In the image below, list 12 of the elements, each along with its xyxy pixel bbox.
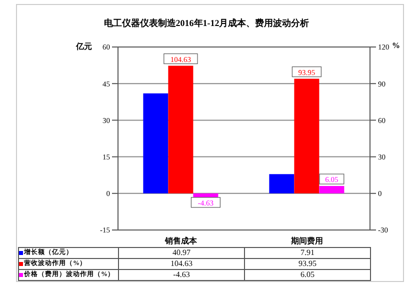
data-label: 7.91 (244, 248, 370, 258)
y-axis-title: 亿元 (76, 41, 92, 52)
data-label: 93.95 (244, 258, 370, 270)
data-label: 104.63 (118, 258, 244, 270)
bar (319, 186, 344, 194)
data-label: 40.97 (118, 248, 244, 258)
data-label: 6.05 (244, 270, 370, 280)
x-tick-label: 期间费用 (290, 236, 323, 246)
x-tick-label: 销售成本 (164, 236, 198, 246)
chart-title: 电工仪器仪表制造2016年1-12月成本、费用波动分析 (102, 17, 310, 30)
y2-axis-title: % (392, 41, 400, 50)
data-label: -4.63 (118, 270, 244, 280)
